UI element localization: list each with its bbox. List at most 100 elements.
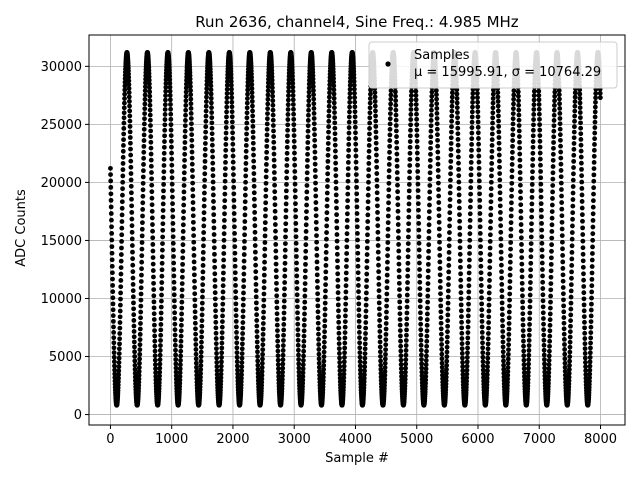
sample-point <box>459 314 464 320</box>
sample-point <box>438 331 444 337</box>
sample-point <box>173 347 178 353</box>
sample-point <box>357 335 362 341</box>
sample-point <box>240 320 246 325</box>
sample-point <box>274 317 280 322</box>
sample-point <box>346 136 352 142</box>
sample-point <box>118 271 124 277</box>
sample-point <box>378 370 384 376</box>
sample-point <box>336 330 342 336</box>
sample-point <box>486 308 492 314</box>
sample-point <box>414 133 420 139</box>
sample-point <box>571 158 577 164</box>
sample-point <box>242 225 248 231</box>
sample-point <box>500 323 506 329</box>
sample-point <box>337 351 342 356</box>
sample-point <box>243 173 249 179</box>
sample-point <box>382 360 388 366</box>
sample-point <box>456 186 462 191</box>
sample-point <box>540 286 546 291</box>
sample-point <box>373 118 379 124</box>
sample-point <box>551 107 557 113</box>
sample-point <box>296 376 302 382</box>
sample-point <box>511 101 516 107</box>
sample-point <box>460 360 465 365</box>
sample-point <box>364 252 370 257</box>
sample-point <box>478 244 483 250</box>
sample-point <box>234 354 240 360</box>
sample-point <box>547 338 553 344</box>
sample-point <box>397 299 403 305</box>
sample-point <box>250 108 255 114</box>
sample-point <box>590 198 596 204</box>
sample-point <box>568 323 573 329</box>
sample-point <box>190 168 195 173</box>
sample-point <box>214 355 220 361</box>
sample-point <box>235 367 240 373</box>
sample-point <box>475 99 481 105</box>
sample-point <box>111 350 117 356</box>
sample-point <box>572 94 578 100</box>
sample-point <box>509 174 515 180</box>
sample-point <box>445 306 451 312</box>
sample-point <box>566 367 572 372</box>
sample-point <box>231 211 237 216</box>
sample-point <box>260 331 266 337</box>
sample-point <box>457 218 463 224</box>
sample-point <box>366 161 372 166</box>
sample-point <box>228 75 234 81</box>
sample-point <box>489 161 495 166</box>
sample-point <box>142 92 148 98</box>
sample-point <box>468 185 474 191</box>
sample-point <box>249 78 255 84</box>
sample-point <box>505 360 511 366</box>
sample-point <box>109 250 115 256</box>
sample-point <box>455 131 461 137</box>
sample-point <box>520 293 525 299</box>
sample-point <box>294 279 300 285</box>
sample-point <box>327 86 333 92</box>
sample-point <box>486 331 491 336</box>
sample-point <box>260 347 266 353</box>
sample-point <box>394 157 400 163</box>
sample-point <box>182 134 188 140</box>
sample-point <box>139 233 145 239</box>
sample-point <box>241 271 247 277</box>
sample-point <box>304 202 309 208</box>
sample-point <box>331 72 336 78</box>
sample-point <box>240 308 246 314</box>
sample-point <box>571 141 577 146</box>
sample-point <box>162 107 168 112</box>
sample-point <box>191 239 197 245</box>
sample-point <box>399 373 404 379</box>
sample-point <box>222 185 228 191</box>
sample-point <box>507 259 513 265</box>
sample-point <box>343 289 349 295</box>
sample-point <box>540 310 546 316</box>
sample-point <box>150 228 155 234</box>
sample-point <box>163 77 169 83</box>
sample-point <box>546 362 552 368</box>
sample-point <box>531 93 537 99</box>
sample-point <box>417 292 423 298</box>
sample-point <box>234 340 240 346</box>
sample-point <box>373 108 378 114</box>
sample-point <box>464 363 470 369</box>
sample-point <box>169 156 175 162</box>
sample-point <box>173 376 179 382</box>
sample-point <box>364 284 369 290</box>
sample-point <box>311 96 317 102</box>
sample-point <box>403 357 409 363</box>
sample-point <box>583 360 588 365</box>
sample-point <box>460 375 466 381</box>
sample-point <box>375 243 381 248</box>
sample-point <box>580 251 586 257</box>
sample-point <box>518 228 524 234</box>
sample-point <box>569 243 575 249</box>
sample-point <box>321 363 327 368</box>
sample-point <box>147 107 153 113</box>
sample-point <box>521 370 527 376</box>
sample-point <box>562 364 568 370</box>
sample-point <box>435 149 441 155</box>
sample-point <box>466 301 471 307</box>
sample-point <box>516 123 522 128</box>
